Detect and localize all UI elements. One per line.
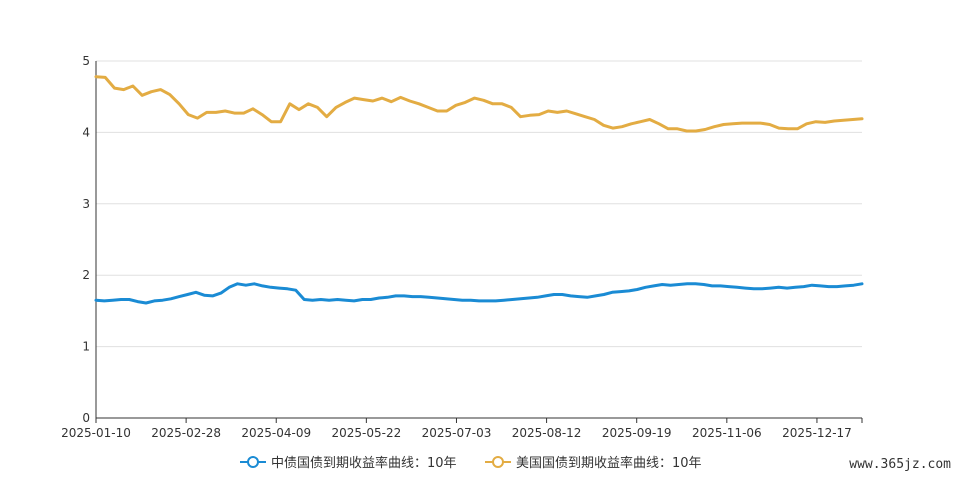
legend-marker-icon (247, 456, 259, 468)
y-axis: 0 1 2 3 4 5 (82, 54, 97, 425)
grid (96, 60, 862, 348)
y-tick-label: 3 (82, 197, 90, 211)
x-tick-label: 2025-01-10 (61, 426, 131, 440)
legend-item-2[interactable]: 美国国债到期收益率曲线：10年 (485, 455, 702, 471)
series-line-1 (94, 282, 864, 305)
x-tick-label: 2025-02-28 (151, 426, 221, 440)
x-tick-label: 2025-11-06 (692, 426, 762, 440)
legend-marker-icon (492, 456, 504, 468)
watermark: www.365jz.com (849, 457, 951, 472)
legend-item-1[interactable]: 中债国债到期收益率曲线：10年 (240, 455, 457, 471)
x-tick-label: 2025-05-22 (331, 426, 401, 440)
legend-label: 美国国债到期收益率曲线：10年 (516, 455, 702, 471)
y-tick-label: 1 (82, 340, 90, 354)
legend-label: 中债国债到期收益率曲线：10年 (271, 455, 457, 471)
x-tick-label: 2025-08-12 (512, 426, 582, 440)
x-tick-label: 2025-12-17 (782, 426, 852, 440)
legend[interactable]: 中债国债到期收益率曲线：10年 美国国债到期收益率曲线：10年 (240, 455, 702, 471)
x-tick-label: 2025-07-03 (422, 426, 492, 440)
series-line-2 (94, 75, 864, 133)
y-tick-label: 5 (82, 54, 90, 68)
series-layer (94, 75, 864, 305)
x-tick-label: 2025-04-09 (241, 426, 311, 440)
x-tick-label: 2025-09-19 (602, 426, 672, 440)
y-tick-label: 0 (82, 411, 90, 425)
y-tick-label: 4 (82, 125, 90, 139)
x-axis: 2025-01-10 2025-02-28 2025-04-09 2025-05-22… (61, 417, 863, 440)
y-tick-label: 2 (82, 268, 90, 282)
